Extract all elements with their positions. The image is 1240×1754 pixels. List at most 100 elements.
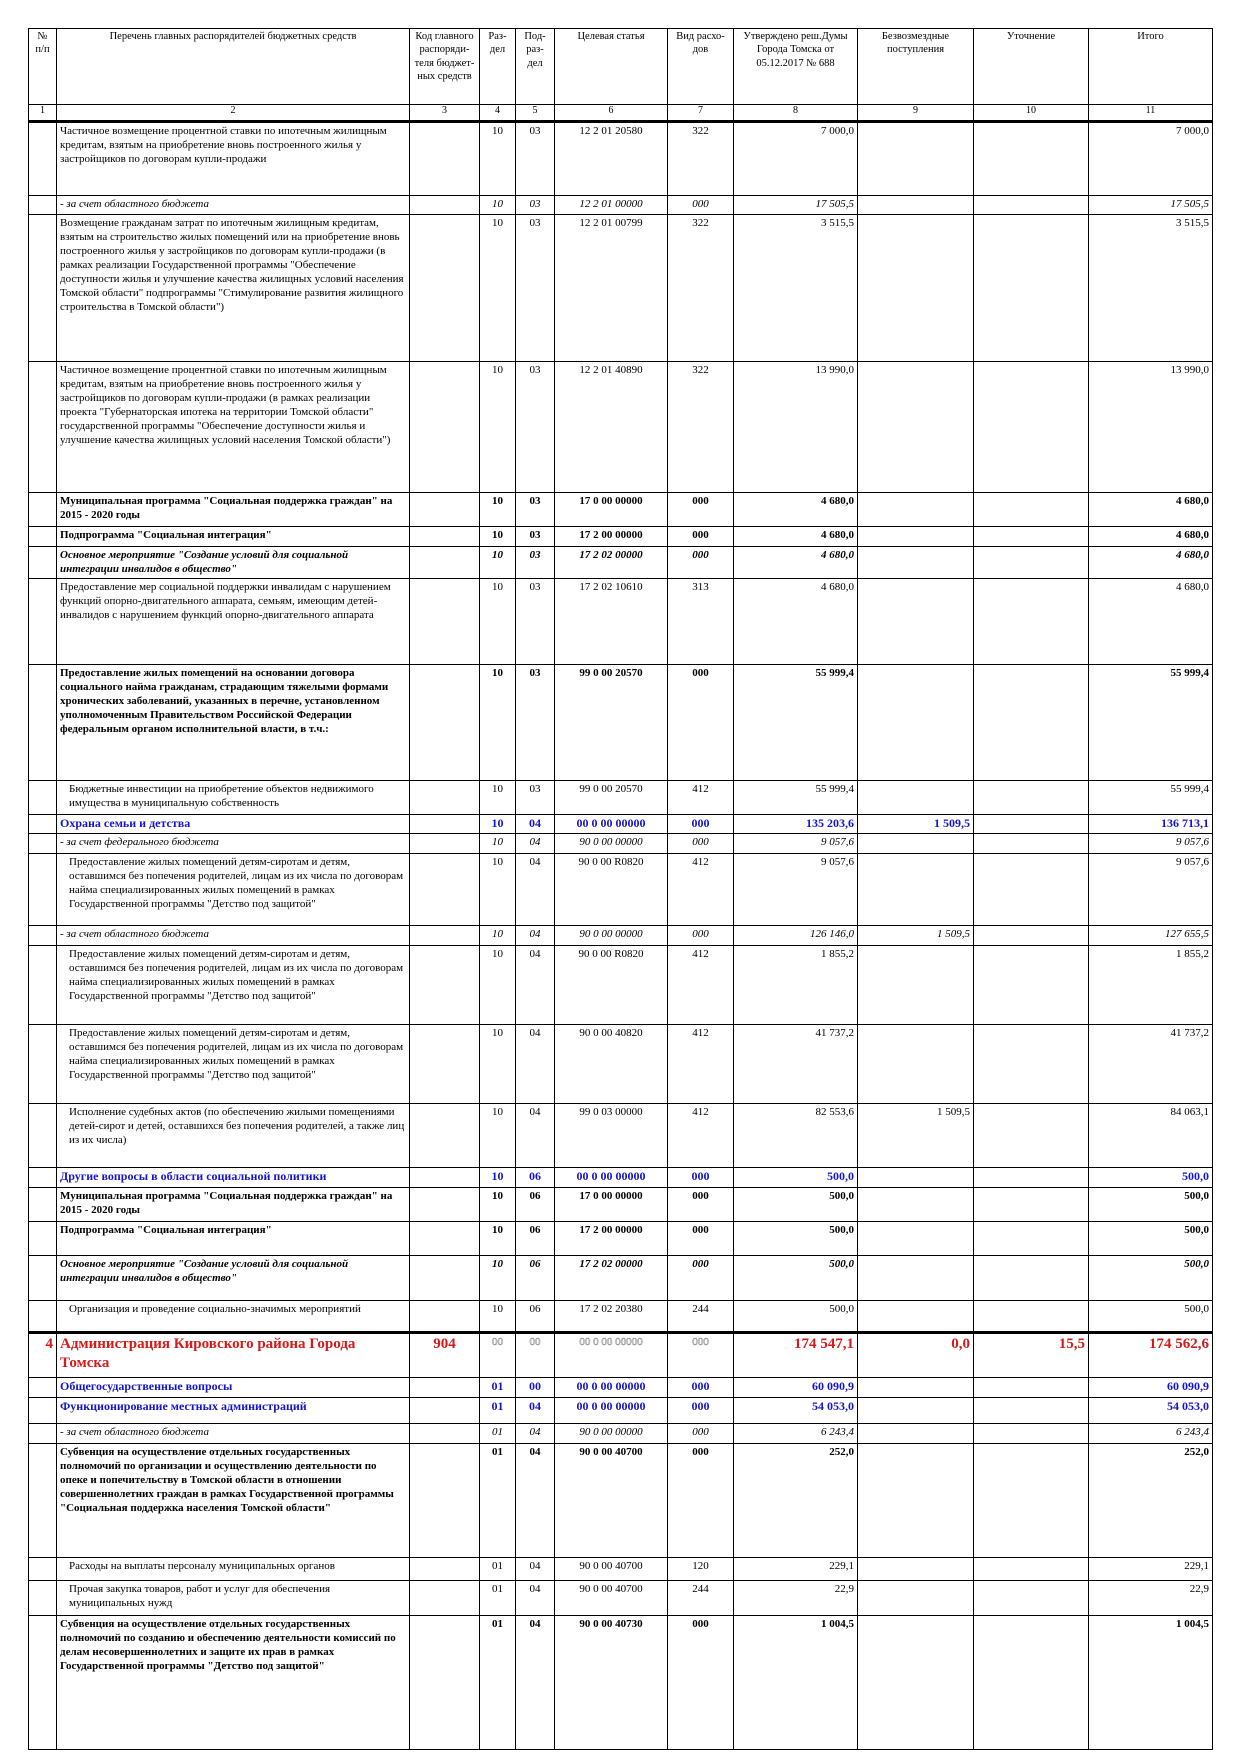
table-cell: 99 0 03 00000 bbox=[554, 1103, 668, 1168]
table-cell bbox=[973, 853, 1089, 926]
table-cell: 000 bbox=[667, 1377, 734, 1398]
table-cell bbox=[857, 1187, 974, 1222]
table-row: Функционирование местных администраций 01… bbox=[28, 1397, 1213, 1424]
table-cell: 13 990,0 bbox=[733, 361, 858, 493]
table-cell bbox=[973, 1255, 1089, 1301]
table-cell: 06 bbox=[515, 1187, 555, 1222]
table-cell bbox=[973, 1443, 1089, 1558]
table-cell: 500,0 bbox=[1088, 1221, 1213, 1256]
table-cell bbox=[857, 1423, 974, 1444]
table-cell: Подпрограмма "Социальная интеграция" bbox=[56, 526, 410, 547]
table-cell: Предоставление жилых помещений детям-сир… bbox=[56, 945, 410, 1025]
table-cell: 06 bbox=[515, 1300, 555, 1333]
table-cell: Утверждено реш.Думы Города Томска от 05.… bbox=[733, 28, 858, 105]
table-cell: 60 090,9 bbox=[733, 1377, 858, 1398]
table-cell: Перечень главных распорядителей бюджетны… bbox=[56, 28, 410, 105]
table-cell bbox=[857, 1397, 974, 1424]
table-cell: 136 713,1 bbox=[1088, 814, 1213, 834]
table-cell bbox=[857, 121, 974, 196]
table-cell: Предоставление жилых помещений на основа… bbox=[56, 664, 410, 781]
table-cell: 17 0 00 00000 bbox=[554, 492, 668, 527]
table-cell: 174 547,1 bbox=[733, 1331, 858, 1378]
table-cell: 55 999,4 bbox=[1088, 780, 1213, 815]
table-cell: 000 bbox=[667, 925, 734, 946]
table-cell: 500,0 bbox=[733, 1187, 858, 1222]
table-cell: 12 2 01 00000 bbox=[554, 195, 668, 215]
table-cell: 000 bbox=[667, 664, 734, 781]
table-cell bbox=[857, 492, 974, 527]
table-cell bbox=[409, 121, 480, 196]
table-cell bbox=[409, 492, 480, 527]
table-cell bbox=[857, 1580, 974, 1616]
table-cell: 9 057,6 bbox=[1088, 833, 1213, 854]
table-cell bbox=[409, 1300, 480, 1333]
table-cell bbox=[973, 1580, 1089, 1616]
table-cell: 12 2 01 20580 bbox=[554, 121, 668, 196]
table-cell: Субвенция на осуществление отдельных гос… bbox=[56, 1615, 410, 1750]
table-cell: 000 bbox=[667, 195, 734, 215]
table-cell: 1 855,2 bbox=[1088, 945, 1213, 1025]
table-cell: 90 0 00 R0820 bbox=[554, 945, 668, 1025]
table-cell: Возмещение гражданам затрат по ипотечным… bbox=[56, 214, 410, 362]
table-cell: 000 bbox=[667, 1331, 734, 1378]
table-cell: 00 bbox=[515, 1377, 555, 1398]
table-cell: 04 bbox=[515, 925, 555, 946]
table-cell bbox=[973, 1024, 1089, 1104]
table-cell: 04 bbox=[515, 1024, 555, 1104]
table-cell: 00 bbox=[515, 1331, 555, 1378]
table-cell: Общегосударственные вопросы bbox=[56, 1377, 410, 1398]
table-cell bbox=[857, 1443, 974, 1558]
table-cell: 03 bbox=[515, 361, 555, 493]
table-cell bbox=[409, 1397, 480, 1424]
table-cell: 500,0 bbox=[1088, 1187, 1213, 1222]
table-cell bbox=[973, 1187, 1089, 1222]
table-cell: Частичное возмещение процентной ставки п… bbox=[56, 361, 410, 493]
table-cell bbox=[973, 833, 1089, 854]
table-row: Возмещение гражданам затрат по ипотечным… bbox=[28, 214, 1213, 362]
table-cell: 04 bbox=[515, 1423, 555, 1444]
table-row: Частичное возмещение процентной ставки п… bbox=[28, 361, 1213, 493]
table-cell: 4 680,0 bbox=[1088, 578, 1213, 665]
table-cell: 10 bbox=[479, 546, 516, 579]
table-cell bbox=[857, 1024, 974, 1104]
table-row: Другие вопросы в области социальной поли… bbox=[28, 1167, 1213, 1188]
table-cell: 03 bbox=[515, 121, 555, 196]
table-cell: 1 bbox=[28, 104, 57, 123]
table-cell: 500,0 bbox=[733, 1255, 858, 1301]
table-cell bbox=[28, 780, 57, 815]
table-cell bbox=[973, 121, 1089, 196]
table-cell: 2 bbox=[56, 104, 410, 123]
table-cell: 10 bbox=[479, 195, 516, 215]
table-cell bbox=[973, 214, 1089, 362]
table-row: Бюджетные инвестиции на приобретение объ… bbox=[28, 780, 1213, 815]
table-cell bbox=[409, 1443, 480, 1558]
table-cell: Предоставление мер социальной поддержки … bbox=[56, 578, 410, 665]
table-cell: 12 2 01 00799 bbox=[554, 214, 668, 362]
table-row: Исполнение судебных актов (по обеспечени… bbox=[28, 1103, 1213, 1168]
table-cell: 00 0 00 00000 bbox=[554, 1377, 668, 1398]
table-cell: 10 bbox=[479, 526, 516, 547]
table-cell: 126 146,0 bbox=[733, 925, 858, 946]
table-cell: 55 999,4 bbox=[733, 780, 858, 815]
table-cell: 06 bbox=[515, 1167, 555, 1188]
table-cell bbox=[409, 1167, 480, 1188]
table-cell: 000 bbox=[667, 814, 734, 834]
table-row: Муниципальная программа "Социальная подд… bbox=[28, 1187, 1213, 1222]
table-cell: 1 509,5 bbox=[857, 1103, 974, 1168]
table-cell: 7 000,0 bbox=[733, 121, 858, 196]
table-cell: 9 057,6 bbox=[733, 833, 858, 854]
table-cell: 322 bbox=[667, 214, 734, 362]
table-cell bbox=[28, 1397, 57, 1424]
table-row: Подпрограмма "Социальная интеграция" 10 03… bbox=[28, 526, 1213, 547]
table-cell: 01 bbox=[479, 1423, 516, 1444]
table-cell bbox=[28, 546, 57, 579]
table-cell: 6 243,4 bbox=[1088, 1423, 1213, 1444]
table-cell: 500,0 bbox=[733, 1221, 858, 1256]
table-cell bbox=[409, 1580, 480, 1616]
table-cell: Безвозмездные поступления bbox=[857, 28, 974, 105]
table-cell bbox=[409, 1221, 480, 1256]
table-cell: 4 bbox=[28, 1331, 57, 1378]
table-cell: Субвенция на осуществление отдельных гос… bbox=[56, 1443, 410, 1558]
table-cell bbox=[973, 664, 1089, 781]
